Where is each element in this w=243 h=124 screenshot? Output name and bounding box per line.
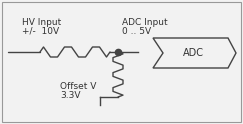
Text: HV Input: HV Input [22, 18, 61, 27]
Text: Offset V: Offset V [60, 82, 96, 91]
Text: ADC: ADC [183, 48, 204, 58]
Text: +/-  10V: +/- 10V [22, 27, 59, 36]
Text: 3.3V: 3.3V [60, 91, 80, 100]
Text: ADC Input: ADC Input [122, 18, 168, 27]
Text: 0 .. 5V: 0 .. 5V [122, 27, 151, 36]
Polygon shape [153, 38, 236, 68]
